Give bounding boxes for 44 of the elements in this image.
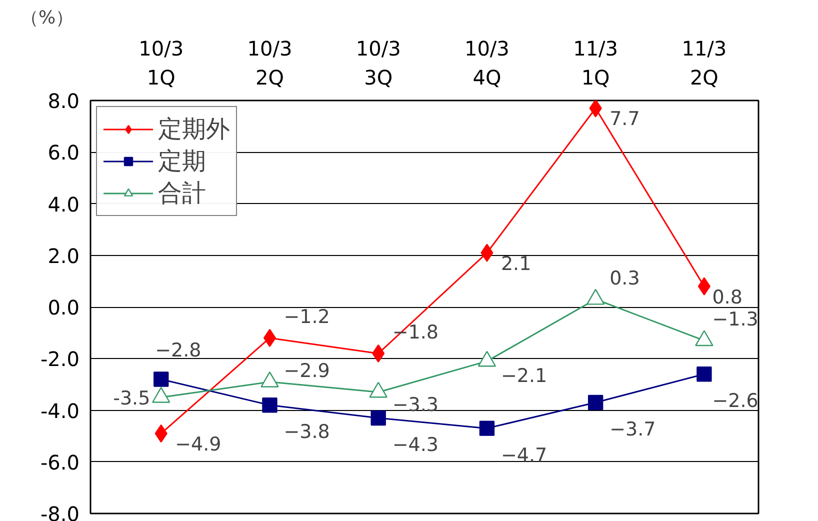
x-tick-label: 10/3 3Q — [356, 36, 401, 90]
legend-label: 定期外 — [158, 114, 230, 145]
y-tick-label: -8.0 — [40, 502, 80, 521]
point — [262, 397, 278, 413]
y-tick-label: 8.0 — [48, 89, 80, 113]
point — [479, 420, 495, 436]
point — [370, 410, 386, 426]
point — [154, 372, 169, 387]
y-axis-title: （%） — [20, 8, 74, 28]
data-label: −3.8 — [284, 421, 330, 444]
point — [698, 277, 710, 296]
y-tick-label: 6.0 — [48, 140, 80, 165]
data-label: 2.1 — [500, 252, 532, 275]
legend-label: 合計 — [158, 178, 206, 209]
data-label: −4.3 — [392, 434, 438, 456]
data-label: -3.5 — [113, 387, 150, 410]
data-label: 0.8 — [712, 286, 742, 308]
data-label: −3.7 — [610, 418, 656, 441]
data-label: −4.7 — [500, 444, 548, 466]
x-tick-label: 10/3 1Q — [138, 36, 184, 90]
data-label: −4.9 — [175, 433, 222, 456]
data-label: 0.3 — [610, 267, 640, 290]
data-label: −2.9 — [284, 360, 330, 382]
x-tick-label: 10/3 4Q — [464, 36, 510, 90]
legend-label: 定期 — [158, 146, 206, 177]
point — [589, 100, 602, 118]
y-tick-label: 0.0 — [48, 296, 80, 320]
data-label: −2.8 — [155, 339, 202, 362]
y-tick-label: 4.0 — [48, 192, 80, 216]
point — [480, 244, 494, 262]
y-tick-label: -2.0 — [40, 347, 80, 372]
data-label: 7.7 — [610, 108, 640, 130]
x-tick-label: 11/3 2Q — [682, 36, 727, 90]
y-tick-label: 2.0 — [48, 244, 80, 268]
point — [696, 366, 712, 382]
x-tick-label: 10/3 2Q — [247, 36, 292, 90]
y-tick-label: -6.0 — [40, 450, 80, 474]
x-tick-label: 11/3 1Q — [573, 36, 618, 90]
data-label: −2.6 — [712, 390, 758, 412]
point — [588, 394, 604, 410]
data-label: −1.2 — [284, 306, 330, 328]
y-tick-label: -4.0 — [40, 398, 80, 423]
data-label: −2.1 — [500, 365, 548, 388]
data-label: −1.3 — [712, 308, 758, 331]
